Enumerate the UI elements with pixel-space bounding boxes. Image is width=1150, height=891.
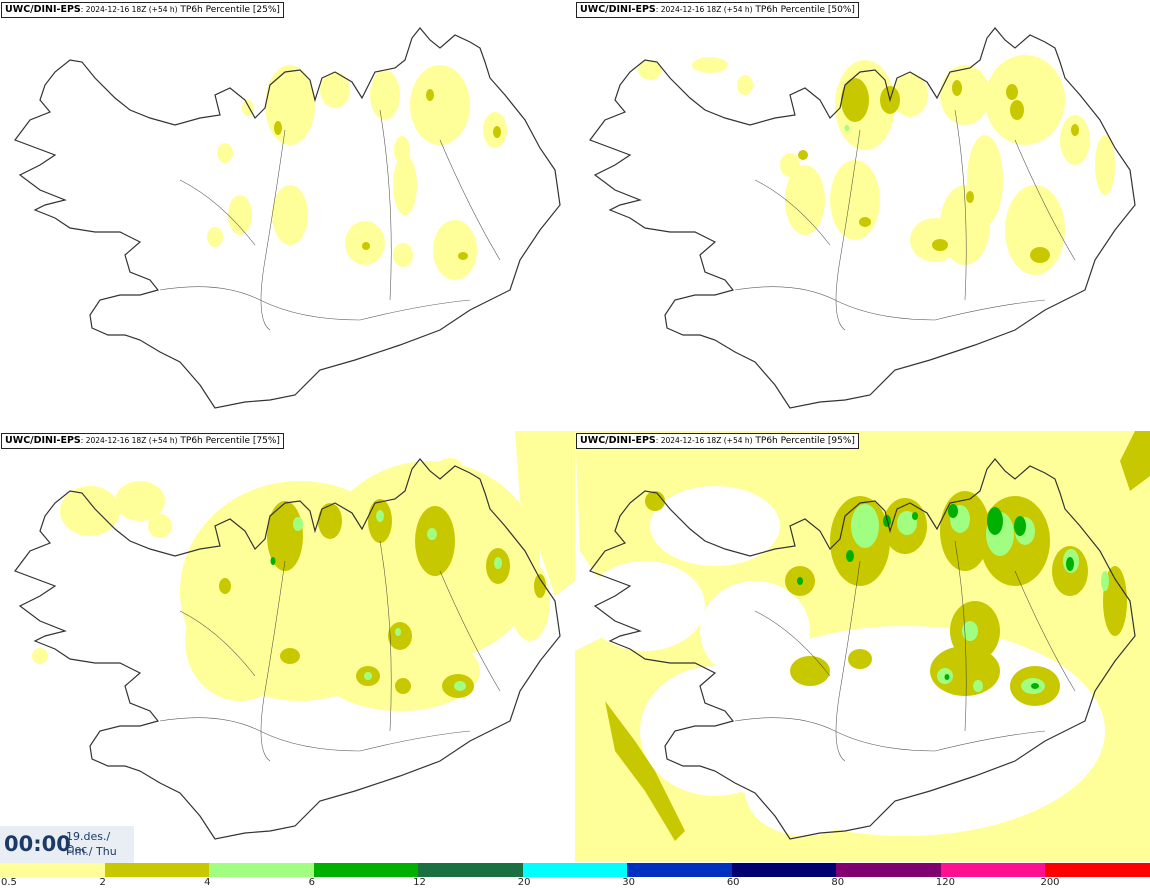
precip-fill-medium (274, 89, 501, 260)
legend-band (313, 863, 419, 877)
legend-band (627, 863, 733, 877)
model-name: UWC/DINI-EPS (580, 4, 656, 15)
run-info: : 2024-12-16 18Z (+54 h) (655, 5, 753, 14)
legend-label: 2 (99, 877, 106, 888)
legend-label: 120 (935, 877, 955, 888)
precip-map-p25 (14, 27, 561, 409)
legend-label: 200 (1040, 877, 1060, 888)
legend-band (418, 863, 524, 877)
precip-fill-green (293, 510, 502, 691)
map-panel-p50: UWC/DINI-EPS: 2024-12-16 18Z (+54 h) TP6… (575, 0, 1150, 431)
panel-title: UWC/DINI-EPS: 2024-12-16 18Z (+54 h) TP6… (576, 2, 859, 18)
coastline (14, 458, 561, 840)
field-name: TP6h Percentile [25%] (177, 5, 280, 15)
legend-label: 60 (726, 877, 740, 888)
valid-time: 00:00 (4, 832, 71, 856)
precip-map-p50 (589, 27, 1136, 409)
legend-label: 80 (831, 877, 845, 888)
model-name: UWC/DINI-EPS (580, 435, 656, 446)
precip-map-p95 (575, 431, 1150, 862)
run-info: : 2024-12-16 18Z (+54 h) (655, 436, 753, 445)
legend-band (836, 863, 942, 877)
precip-map-p75 (14, 431, 575, 840)
legend-band (940, 863, 1046, 877)
precip-fill-dark (270, 557, 276, 565)
model-name: UWC/DINI-EPS (5, 4, 81, 15)
field-name: TP6h Percentile [95%] (752, 436, 855, 446)
precip-fill-green (844, 125, 850, 131)
rivers (734, 540, 1076, 762)
valid-time-box: 00:00 19.des./ Dec Fim./ Thu (0, 826, 134, 863)
model-name: UWC/DINI-EPS (5, 435, 81, 446)
field-name: TP6h Percentile [75%] (177, 436, 280, 446)
run-info: : 2024-12-16 18Z (+54 h) (80, 436, 178, 445)
legend-label: 20 (517, 877, 531, 888)
precip-fill (207, 65, 507, 280)
map-panel-p75: UWC/DINI-EPS: 2024-12-16 18Z (+54 h) TP6… (0, 431, 575, 862)
rivers (159, 109, 501, 331)
coastline (589, 27, 1136, 409)
legend-label: 12 (413, 877, 426, 888)
coastline (14, 27, 561, 409)
legend-band (209, 863, 315, 877)
legend-band (1045, 863, 1150, 877)
run-info: : 2024-12-16 18Z (+54 h) (80, 5, 178, 14)
legend-band (731, 863, 837, 877)
rivers (734, 109, 1076, 331)
color-legend: 0.5 2 4 6 12 20 30 60 80 120 200 (0, 863, 1150, 891)
map-panel-p25: UWC/DINI-EPS: 2024-12-16 18Z (+54 h) TP6… (0, 0, 575, 431)
coastline (589, 458, 1136, 840)
valid-weekday: Fim./ Thu (66, 845, 117, 858)
legend-label: 0.5 (1, 877, 17, 888)
legend-band (0, 863, 106, 877)
legend-band (522, 863, 628, 877)
panel-title: UWC/DINI-EPS: 2024-12-16 18Z (+54 h) TP6… (1, 2, 284, 18)
valid-date: 19.des./ Dec (66, 830, 111, 856)
legend-band (104, 863, 210, 877)
rivers (159, 540, 501, 762)
precip-fill-dark (797, 504, 1074, 689)
legend-label: 4 (204, 877, 211, 888)
legend-label: 30 (622, 877, 635, 888)
panel-title: UWC/DINI-EPS: 2024-12-16 18Z (+54 h) TP6… (1, 433, 284, 449)
panel-title: UWC/DINI-EPS: 2024-12-16 18Z (+54 h) TP6… (576, 433, 859, 449)
map-panel-p95: UWC/DINI-EPS: 2024-12-16 18Z (+54 h) TP6… (575, 431, 1150, 862)
precip-fill-medium (798, 78, 1079, 263)
precip-fill (638, 55, 1115, 275)
legend-label: 6 (308, 877, 315, 888)
field-name: TP6h Percentile [50%] (752, 5, 855, 15)
